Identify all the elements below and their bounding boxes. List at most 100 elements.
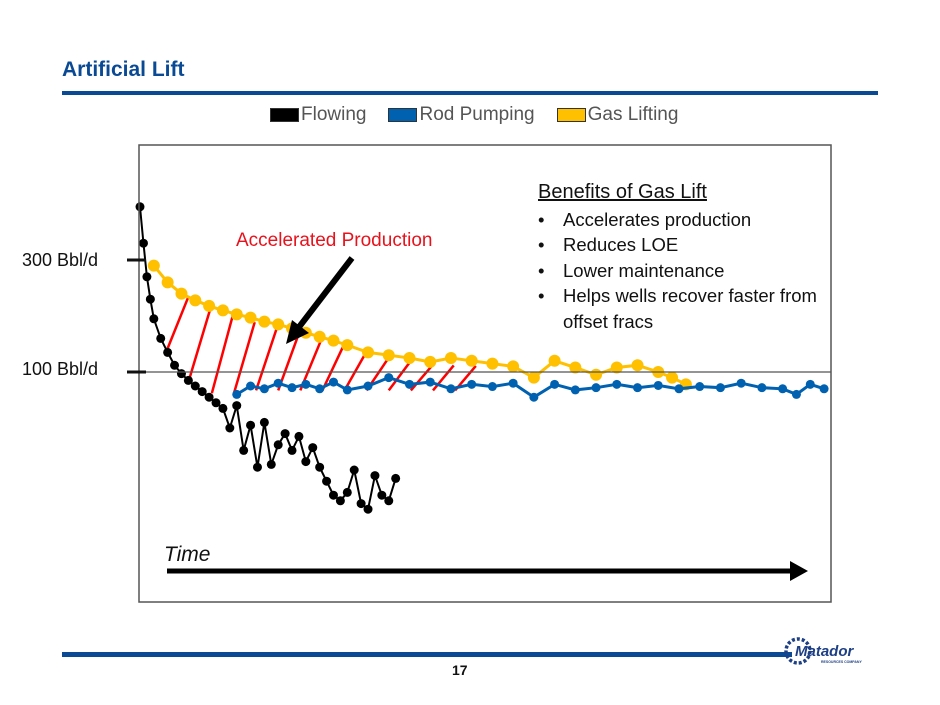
legend-item-flowing: Flowing xyxy=(270,104,366,126)
data-point-rod-pumping xyxy=(653,380,663,390)
benefit-item: Reduces LOE xyxy=(538,232,833,258)
benefits-title: Benefits of Gas Lift xyxy=(538,181,707,203)
data-point-flowing xyxy=(266,459,276,469)
data-point-rod-pumping xyxy=(246,381,256,391)
data-point-gas-lifting xyxy=(258,315,271,328)
data-point-rod-pumping xyxy=(736,378,746,388)
logo-wordmark: Matador xyxy=(795,643,855,660)
data-point-flowing xyxy=(377,490,387,500)
data-point-flowing xyxy=(190,381,200,391)
data-point-gas-lifting xyxy=(382,349,395,362)
data-point-gas-lifting xyxy=(507,360,520,373)
logo-gear-icon xyxy=(784,637,812,665)
data-point-gas-lifting xyxy=(548,354,561,367)
series-flowing xyxy=(135,202,401,514)
data-point-flowing xyxy=(252,462,262,472)
data-point-rod-pumping xyxy=(633,383,643,393)
data-point-flowing xyxy=(287,445,297,455)
data-point-flowing xyxy=(183,375,193,385)
x-axis-label-time: Time xyxy=(164,543,211,566)
data-point-flowing xyxy=(170,360,180,370)
data-point-flowing xyxy=(294,431,304,441)
data-point-gas-lifting xyxy=(203,299,216,312)
legend-label-gas-lifting: Gas Lifting xyxy=(587,104,679,125)
data-point-flowing xyxy=(142,272,152,282)
data-point-gas-lifting xyxy=(147,259,160,272)
data-point-rod-pumping xyxy=(467,379,477,389)
data-point-flowing xyxy=(328,490,338,500)
data-point-flowing xyxy=(301,457,311,467)
data-point-rod-pumping xyxy=(259,384,269,394)
data-point-rod-pumping xyxy=(287,383,297,393)
data-point-rod-pumping xyxy=(384,373,394,383)
accelerated-production-label: Accelerated Production xyxy=(236,230,433,251)
logo-subtitle: RESOURCES COMPANY xyxy=(821,660,862,664)
data-point-rod-pumping xyxy=(328,377,338,387)
data-point-rod-pumping xyxy=(791,389,801,399)
footer-divider xyxy=(62,652,792,657)
matador-logo: Matador RESOURCES COMPANY xyxy=(784,637,862,665)
data-point-flowing xyxy=(356,499,366,509)
data-point-gas-lifting xyxy=(362,346,375,359)
data-point-rod-pumping xyxy=(819,384,829,394)
legend-item-gas-lifting: Gas Lifting xyxy=(556,104,679,126)
data-point-gas-lifting xyxy=(161,276,174,289)
data-point-flowing xyxy=(239,445,249,455)
data-point-flowing xyxy=(211,398,221,408)
data-point-gas-lifting xyxy=(666,371,679,384)
y-tick-label-100: 100 Bbl/d xyxy=(22,359,99,379)
data-point-gas-lifting xyxy=(272,318,285,331)
page-number: 17 xyxy=(452,662,468,678)
benefit-item: Accelerates production xyxy=(538,207,833,233)
legend-swatch-flowing xyxy=(270,108,299,122)
time-arrow xyxy=(167,561,808,581)
data-point-flowing xyxy=(163,347,173,357)
data-point-rod-pumping xyxy=(363,381,373,391)
series-gas-lifting xyxy=(147,259,692,391)
hatch-line xyxy=(210,315,234,394)
data-point-rod-pumping xyxy=(508,378,518,388)
data-point-gas-lifting xyxy=(313,330,326,343)
benefit-item: Lower maintenance xyxy=(538,258,833,284)
data-point-rod-pumping xyxy=(757,383,767,393)
data-point-gas-lifting xyxy=(216,304,229,317)
data-point-flowing xyxy=(225,423,235,433)
data-point-flowing xyxy=(149,314,159,324)
data-point-flowing xyxy=(322,476,332,486)
series-layer xyxy=(135,202,829,514)
data-point-flowing xyxy=(315,462,325,472)
data-point-flowing xyxy=(135,202,145,212)
data-point-flowing xyxy=(384,496,394,506)
series-rod-pumping xyxy=(232,373,829,402)
data-point-gas-lifting xyxy=(230,308,243,321)
data-point-gas-lifting xyxy=(403,352,416,364)
benefit-item: Helps wells recover faster from offset f… xyxy=(538,283,833,334)
data-point-flowing xyxy=(335,496,345,506)
data-point-flowing xyxy=(204,392,214,402)
data-point-rod-pumping xyxy=(487,382,497,392)
data-point-rod-pumping xyxy=(273,378,283,388)
data-point-rod-pumping xyxy=(550,379,560,389)
legend-item-rod-pumping: Rod Pumping xyxy=(388,104,535,126)
data-point-flowing xyxy=(259,417,269,427)
data-point-rod-pumping xyxy=(404,379,414,389)
data-point-rod-pumping xyxy=(715,383,725,393)
data-point-flowing xyxy=(232,401,242,411)
data-point-flowing xyxy=(342,487,352,497)
data-point-flowing xyxy=(280,429,290,439)
data-point-rod-pumping xyxy=(695,382,705,392)
data-point-rod-pumping xyxy=(446,384,456,394)
data-point-flowing xyxy=(273,440,283,450)
benefits-list: Accelerates production Reduces LOE Lower… xyxy=(538,207,833,335)
data-point-flowing xyxy=(363,504,373,514)
slide-title: Artificial Lift xyxy=(62,58,185,81)
data-point-flowing xyxy=(176,369,186,379)
data-point-gas-lifting xyxy=(175,287,188,300)
data-point-gas-lifting xyxy=(590,368,603,381)
data-point-gas-lifting xyxy=(569,361,582,374)
data-point-gas-lifting xyxy=(527,371,540,384)
data-point-flowing xyxy=(349,465,359,475)
title-divider xyxy=(62,91,878,95)
data-point-flowing xyxy=(156,333,166,343)
chart-legend: Flowing Rod Pumping Gas Lifting xyxy=(270,104,678,126)
